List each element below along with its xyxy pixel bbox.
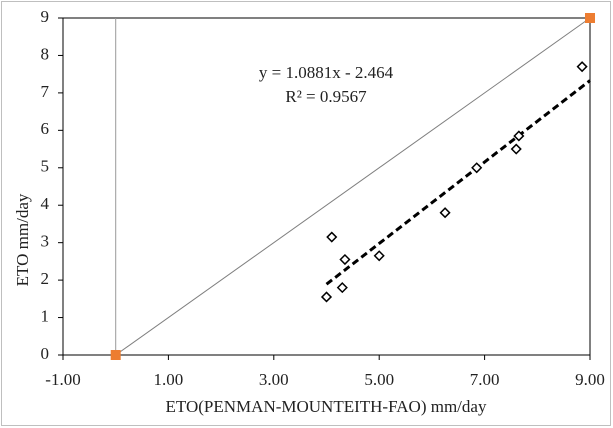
y-tick-label: 9 [41,7,50,26]
point [576,61,588,73]
y-tick-label: 5 [41,157,50,176]
x-tick-label: -1.00 [45,370,80,389]
x-tick-label: 5.00 [364,370,394,389]
y-tick-label: 1 [41,306,50,325]
x-tick-label: 7.00 [470,370,500,389]
y-tick-label: 7 [41,82,50,101]
y-axis-title: ETO mm/day [13,193,32,286]
point [339,253,351,266]
x-tick-label: 9.00 [575,370,605,389]
equation: y = 1.0881x - 2.464 [259,63,394,82]
point [471,162,483,174]
point [326,231,338,243]
reference-marker [585,13,595,23]
y-tick-label: 0 [41,344,50,363]
r-squared: R² = 0.9567 [285,87,367,106]
point [320,291,333,303]
y-tick-label: 6 [41,119,50,138]
y-tick-label: 4 [41,194,50,213]
y-tick-label: 3 [41,232,50,251]
point [336,282,348,294]
plot-area [62,17,591,356]
point [510,143,522,155]
y-tick-label: 2 [41,269,50,288]
x-tick-label: 3.00 [259,370,289,389]
reference-line [115,17,591,356]
point [373,250,385,262]
reference-marker [110,350,121,360]
point [513,130,525,142]
trendline [325,79,591,286]
y-tick-label: 8 [41,44,50,63]
point [439,207,451,219]
x-axis-title: ETO(PENMAN-MOUNTEITH-FAO) mm/day [166,397,487,416]
x-tick-label: 1.00 [154,370,184,389]
